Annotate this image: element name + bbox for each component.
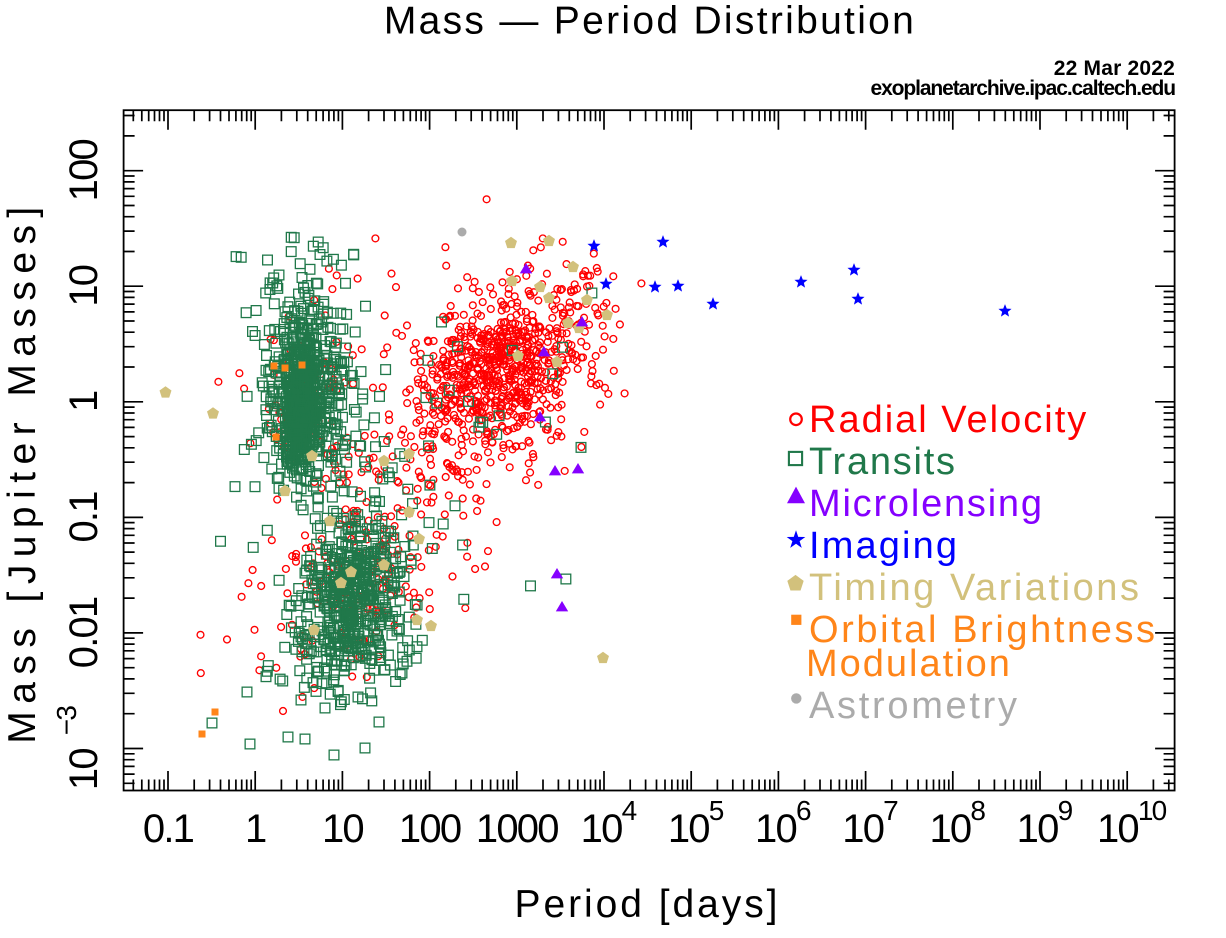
svg-text:Mass — Period Distribution: Mass — Period Distribution xyxy=(384,0,916,43)
svg-text:exoplanetarchive.ipac.caltech.: exoplanetarchive.ipac.caltech.edu xyxy=(870,77,1175,100)
svg-text:Imaging: Imaging xyxy=(809,525,959,567)
svg-text:Orbital Brightness: Orbital Brightness xyxy=(809,609,1158,651)
svg-text:22 Mar 2022: 22 Mar 2022 xyxy=(1054,57,1175,80)
svg-text:Mass [Jupiter Masses]: Mass [Jupiter Masses] xyxy=(1,199,44,743)
svg-text:Timing Variations: Timing Variations xyxy=(809,567,1142,609)
svg-text:1: 1 xyxy=(62,391,106,412)
svg-text:1000: 1000 xyxy=(476,807,558,851)
svg-text:Radial Velocity: Radial Velocity xyxy=(809,399,1088,441)
svg-text:10: 10 xyxy=(322,807,363,851)
svg-text:10: 10 xyxy=(62,265,106,306)
svg-text:0.1: 0.1 xyxy=(62,492,106,543)
svg-text:100: 100 xyxy=(399,807,461,851)
svg-text:0.1: 0.1 xyxy=(143,807,194,851)
svg-text:100: 100 xyxy=(62,139,106,201)
svg-text:Transits: Transits xyxy=(809,441,957,483)
svg-text:Astrometry: Astrometry xyxy=(809,685,1020,727)
svg-text:Modulation: Modulation xyxy=(806,643,1012,685)
svg-text:Microlensing: Microlensing xyxy=(809,483,1044,525)
svg-text:Period [days]: Period [days] xyxy=(515,883,781,926)
svg-text:0.01: 0.01 xyxy=(62,597,106,668)
svg-text:1: 1 xyxy=(245,807,266,851)
